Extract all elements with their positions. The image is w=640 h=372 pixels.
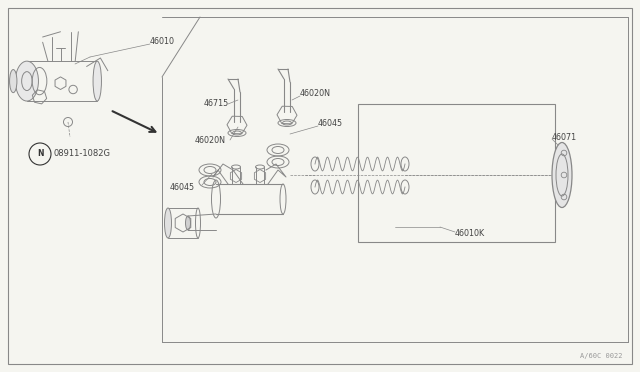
Ellipse shape: [552, 142, 572, 208]
Text: 46045: 46045: [318, 119, 343, 128]
Text: 08911-1082G: 08911-1082G: [54, 150, 111, 158]
Text: 46010: 46010: [150, 38, 175, 46]
Text: 46045: 46045: [170, 183, 195, 192]
Text: 46010K: 46010K: [455, 230, 485, 238]
Ellipse shape: [15, 61, 38, 101]
Ellipse shape: [186, 216, 191, 230]
Text: N: N: [36, 150, 44, 158]
Text: A/60C 0022: A/60C 0022: [579, 353, 622, 359]
Ellipse shape: [164, 208, 172, 238]
Ellipse shape: [10, 70, 17, 93]
Ellipse shape: [93, 61, 102, 101]
Text: 46020N: 46020N: [195, 135, 226, 144]
Text: 46020N: 46020N: [300, 90, 331, 99]
Text: 46715: 46715: [204, 99, 229, 109]
Text: 46071: 46071: [552, 132, 577, 141]
